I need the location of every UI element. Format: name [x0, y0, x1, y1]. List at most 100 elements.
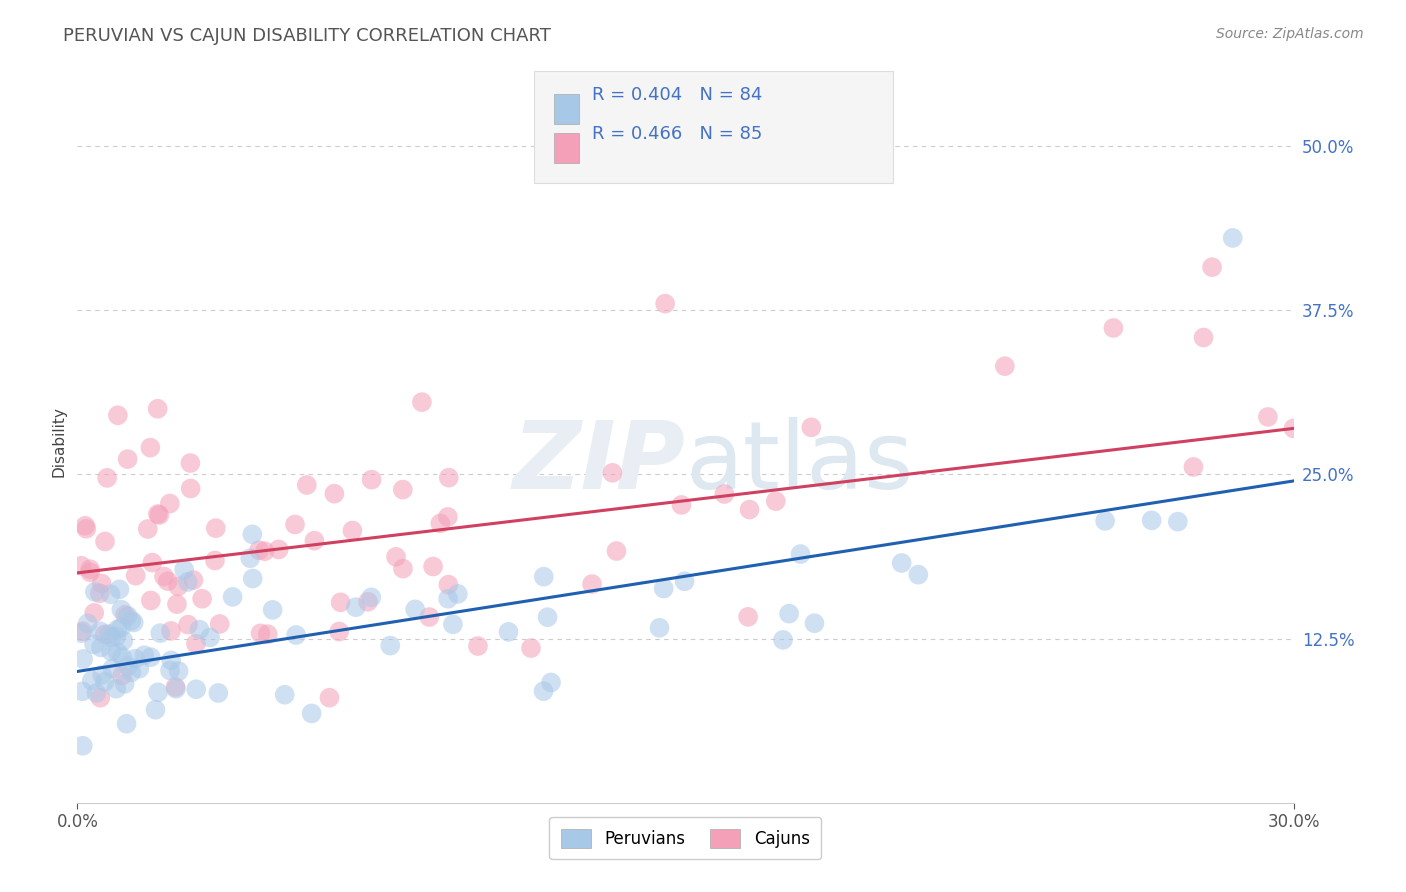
Point — [134, 648, 156, 663]
Point — [107, 409, 129, 423]
Point — [385, 549, 408, 564]
Point — [605, 544, 627, 558]
Point — [765, 494, 787, 508]
Text: R = 0.466   N = 85: R = 0.466 N = 85 — [592, 125, 762, 143]
Point — [122, 615, 145, 630]
Point — [100, 587, 122, 601]
Point — [207, 686, 229, 700]
Point — [221, 590, 243, 604]
Point — [1192, 330, 1215, 344]
Point — [994, 359, 1017, 373]
Point — [120, 665, 142, 680]
Point — [274, 688, 297, 702]
Point — [328, 624, 350, 639]
Point — [191, 591, 214, 606]
Point — [329, 595, 352, 609]
Point — [652, 582, 675, 596]
Point — [112, 633, 135, 648]
Point — [800, 420, 823, 434]
Point — [72, 624, 94, 639]
Point — [180, 482, 202, 496]
Point — [90, 640, 112, 655]
Point — [146, 685, 169, 699]
Point — [422, 559, 444, 574]
Point — [94, 534, 117, 549]
Point — [125, 568, 148, 582]
Point — [139, 650, 162, 665]
Point — [285, 628, 308, 642]
Point — [1140, 513, 1163, 527]
Point — [159, 664, 181, 678]
Point — [602, 466, 624, 480]
Point — [803, 616, 825, 631]
Point — [146, 507, 169, 521]
Point — [391, 483, 413, 497]
Point — [167, 579, 190, 593]
Point — [114, 607, 136, 622]
Text: Source: ZipAtlas.com: Source: ZipAtlas.com — [1216, 27, 1364, 41]
Point — [160, 653, 183, 667]
Point — [110, 620, 132, 634]
Point — [86, 686, 108, 700]
Point — [1282, 421, 1305, 435]
Point — [1182, 459, 1205, 474]
Point — [673, 574, 696, 589]
Point — [262, 603, 284, 617]
Point — [139, 593, 162, 607]
Point — [256, 627, 278, 641]
Point — [70, 558, 93, 573]
Text: PERUVIAN VS CAJUN DISABILITY CORRELATION CHART: PERUVIAN VS CAJUN DISABILITY CORRELATION… — [63, 27, 551, 45]
Point — [318, 690, 340, 705]
Point — [581, 577, 603, 591]
Point — [148, 508, 170, 522]
Point — [167, 664, 190, 678]
Point — [1257, 409, 1279, 424]
Point — [533, 684, 555, 698]
Point — [177, 574, 200, 589]
Point — [418, 610, 440, 624]
Point — [94, 674, 117, 689]
Point — [1222, 231, 1244, 245]
Legend: Peruvians, Cajuns: Peruvians, Cajuns — [550, 817, 821, 860]
Point — [654, 296, 676, 310]
Point — [107, 646, 129, 660]
Point — [83, 606, 105, 620]
Point — [72, 684, 94, 698]
Point — [301, 706, 323, 721]
Point — [208, 617, 231, 632]
Point — [149, 626, 172, 640]
Text: R = 0.404   N = 84: R = 0.404 N = 84 — [592, 86, 762, 103]
Point — [1102, 321, 1125, 335]
Point — [184, 637, 207, 651]
Point — [159, 496, 181, 510]
Point — [1167, 515, 1189, 529]
Point — [713, 487, 735, 501]
Point — [146, 401, 169, 416]
Point — [437, 577, 460, 591]
Point — [128, 662, 150, 676]
Point — [139, 441, 162, 455]
Point — [447, 587, 470, 601]
Point — [117, 609, 139, 624]
Point — [772, 632, 794, 647]
Point — [188, 623, 211, 637]
Point — [360, 473, 382, 487]
Point — [671, 498, 693, 512]
Point — [165, 681, 187, 696]
Point — [1201, 260, 1223, 274]
Point — [96, 471, 118, 485]
Point — [141, 556, 163, 570]
Point — [70, 626, 93, 640]
Point — [342, 524, 364, 538]
Point — [242, 572, 264, 586]
Point — [89, 624, 111, 639]
Point — [240, 527, 263, 541]
Point — [778, 607, 800, 621]
Point — [737, 610, 759, 624]
Point — [136, 522, 159, 536]
Point — [907, 567, 929, 582]
Point — [153, 569, 176, 583]
Point — [114, 677, 136, 691]
Point — [253, 544, 276, 558]
Point — [72, 652, 94, 666]
